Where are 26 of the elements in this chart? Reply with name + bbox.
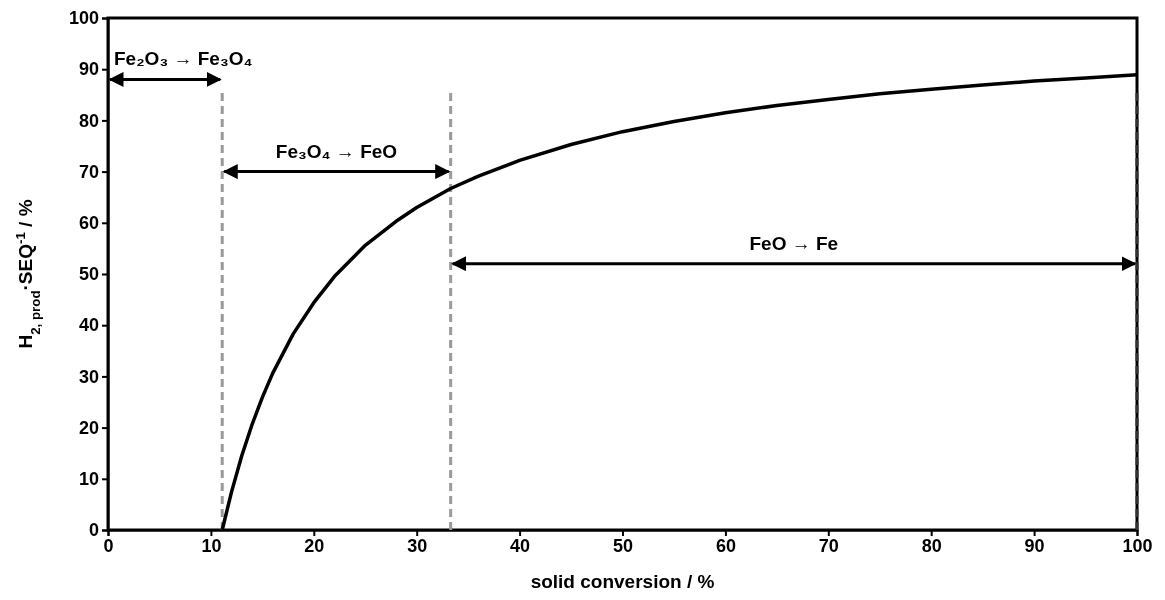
y-tick-label: 70 — [78, 161, 99, 182]
y-tick-label: 90 — [78, 59, 99, 80]
y-tick-label: 0 — [88, 520, 99, 541]
y-tick-label: 40 — [78, 315, 99, 336]
x-axis-title: solid conversion / % — [530, 571, 715, 592]
y-tick-label: 10 — [78, 469, 99, 490]
y-tick-label: 100 — [68, 8, 99, 29]
x-tick-label: 30 — [407, 535, 428, 556]
annotation: Fe₂O₃ → Fe₃O₄ — [114, 48, 253, 70]
x-tick-label: 50 — [612, 535, 634, 556]
annotation: FeO → Fe — [749, 232, 839, 254]
y-tick-label: 20 — [78, 417, 99, 438]
x-tick-label: 0 — [103, 535, 114, 556]
x-tick-label: 100 — [1122, 535, 1153, 556]
x-tick-label: 40 — [510, 535, 531, 556]
x-tick-label: 90 — [1024, 535, 1045, 556]
y-tick-label: 60 — [78, 213, 99, 234]
x-tick-label: 70 — [818, 535, 839, 556]
y-tick-label: 50 — [78, 264, 99, 285]
annotation: Fe₃O₄ → FeO — [275, 140, 398, 162]
y-tick-label: 80 — [78, 110, 99, 131]
x-tick-label: 20 — [304, 535, 325, 556]
x-tick-label: 10 — [201, 535, 222, 556]
x-tick-label: 80 — [921, 535, 942, 556]
x-tick-label: 60 — [715, 535, 736, 556]
y-tick-label: 30 — [78, 366, 99, 387]
